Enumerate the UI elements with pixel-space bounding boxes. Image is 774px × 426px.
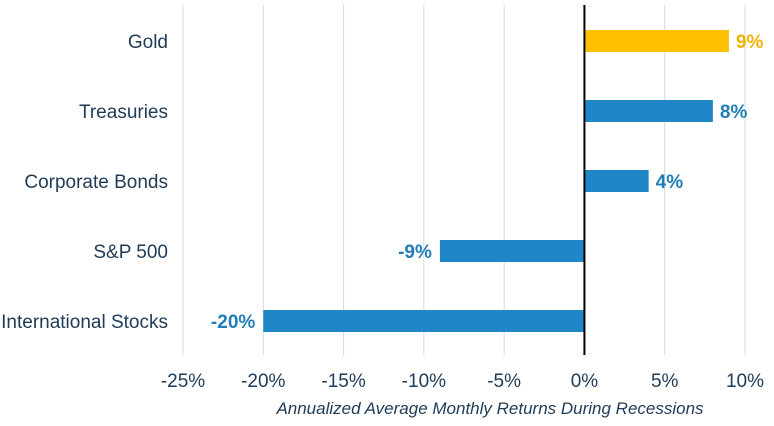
data-label: 9% bbox=[736, 32, 764, 53]
category-label: S&P 500 bbox=[93, 242, 168, 263]
x-axis-title: Annualized Average Monthly Returns Durin… bbox=[275, 399, 704, 418]
gridlines bbox=[182, 5, 746, 355]
category-label: International Stocks bbox=[1, 312, 168, 333]
data-label: 4% bbox=[656, 172, 684, 193]
bars bbox=[263, 30, 729, 332]
bar bbox=[439, 240, 585, 262]
data-labels: 9% 8% 4% -9% -20% bbox=[211, 32, 764, 333]
bar bbox=[584, 100, 713, 122]
bar bbox=[584, 30, 729, 52]
x-tick-label: 5% bbox=[651, 371, 679, 392]
x-tick-labels: -25% -20% -15% -10% -5% 0% 5% 10% bbox=[161, 371, 764, 392]
x-tick-label: -5% bbox=[487, 371, 521, 392]
x-tick-label: 10% bbox=[726, 371, 764, 392]
data-label: 8% bbox=[720, 102, 748, 123]
category-label: Treasuries bbox=[79, 102, 168, 123]
category-labels: Gold Treasuries Corporate Bonds S&P 500 Inte… bbox=[1, 32, 168, 333]
x-tick-label: -10% bbox=[402, 371, 446, 392]
x-tick-label: -15% bbox=[321, 371, 365, 392]
data-label: -9% bbox=[398, 242, 432, 263]
category-label: Gold bbox=[128, 32, 168, 53]
x-tick-label: 0% bbox=[571, 371, 599, 392]
data-label: -20% bbox=[211, 312, 255, 333]
bar bbox=[584, 170, 649, 192]
x-tick-label: -25% bbox=[161, 371, 205, 392]
category-label: Corporate Bonds bbox=[24, 172, 168, 193]
bar bbox=[263, 310, 585, 332]
x-tick-label: -20% bbox=[241, 371, 285, 392]
